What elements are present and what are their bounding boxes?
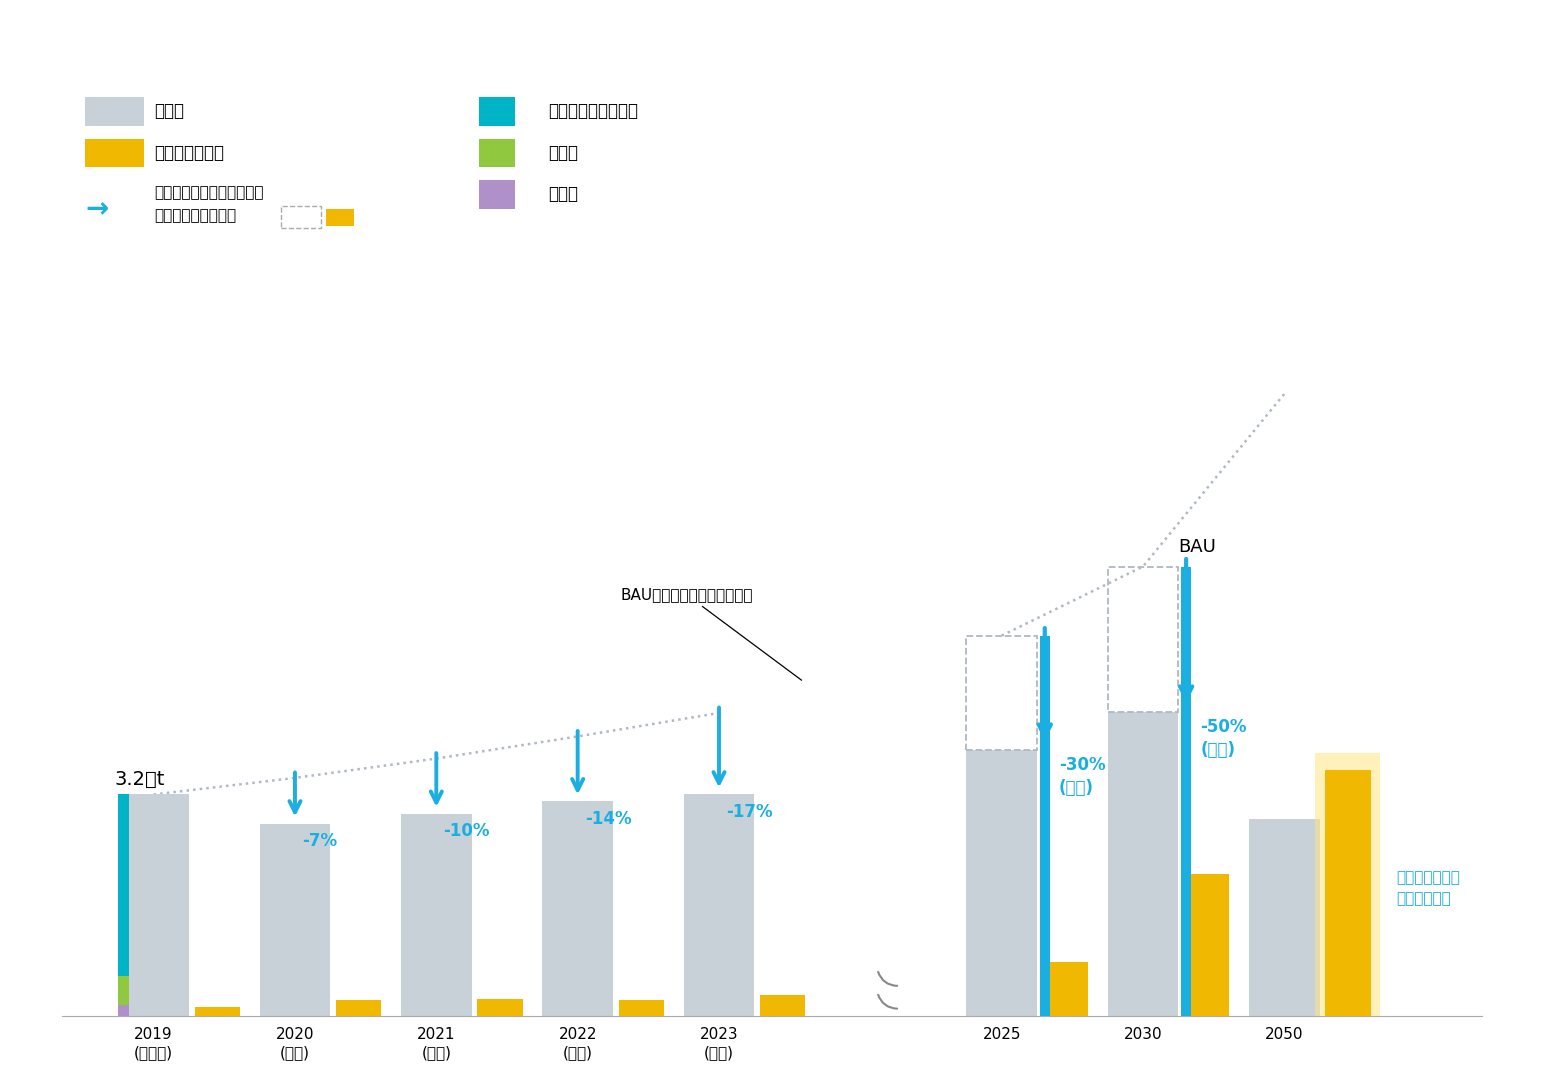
- Bar: [684, 795, 755, 1016]
- Text: -10%: -10%: [443, 822, 489, 840]
- Bar: [477, 999, 522, 1016]
- Text: 廃棄時: 廃棄時: [548, 186, 577, 203]
- Text: 排出量: 排出量: [154, 103, 184, 120]
- Text: 排出量を上回る
貢献量を創出: 排出量を上回る 貢献量を創出: [1396, 870, 1461, 906]
- Bar: [119, 976, 128, 1005]
- Bar: [619, 1000, 664, 1016]
- Bar: [1039, 636, 1050, 1016]
- Text: BAU: BAU: [1178, 538, 1217, 556]
- Bar: [119, 795, 128, 978]
- Text: 開発・生産、調達時: 開発・生産、調達時: [548, 103, 638, 120]
- Bar: [1042, 962, 1089, 1016]
- Text: -14%: -14%: [585, 809, 631, 828]
- Bar: [119, 1005, 128, 1016]
- Bar: [119, 795, 188, 1016]
- Text: BAUは、事業成長に伴い増加: BAUは、事業成長に伴い増加: [621, 587, 801, 680]
- Bar: [195, 1007, 239, 1016]
- Text: 3.2億t: 3.2億t: [114, 770, 164, 788]
- Bar: [760, 995, 806, 1016]
- Bar: [1249, 819, 1320, 1016]
- Bar: [1325, 770, 1371, 1016]
- Bar: [542, 802, 613, 1016]
- Text: 排出削減貢献量: 排出削減貢献量: [154, 144, 224, 162]
- Bar: [967, 749, 1038, 1016]
- Bar: [337, 1000, 381, 1016]
- Bar: [967, 636, 1038, 749]
- Bar: [1315, 753, 1380, 1016]
- Text: 使用時: 使用時: [548, 144, 577, 162]
- Bar: [1107, 567, 1178, 712]
- Bar: [1181, 567, 1190, 1016]
- Bar: [401, 814, 471, 1016]
- Bar: [1184, 874, 1229, 1016]
- Text: -50%
(目標): -50% (目標): [1200, 719, 1246, 759]
- Bar: [1107, 712, 1178, 1016]
- Text: →: →: [85, 195, 108, 224]
- Text: -17%: -17%: [726, 803, 772, 821]
- Bar: [259, 823, 330, 1016]
- Text: -30%
(目標): -30% (目標): [1059, 757, 1106, 797]
- Text: 温室効果ガス実質排出量の
削減率（　　＋　）: 温室効果ガス実質排出量の 削減率（ ＋ ）: [154, 186, 264, 223]
- Text: -7%: -7%: [303, 832, 337, 850]
